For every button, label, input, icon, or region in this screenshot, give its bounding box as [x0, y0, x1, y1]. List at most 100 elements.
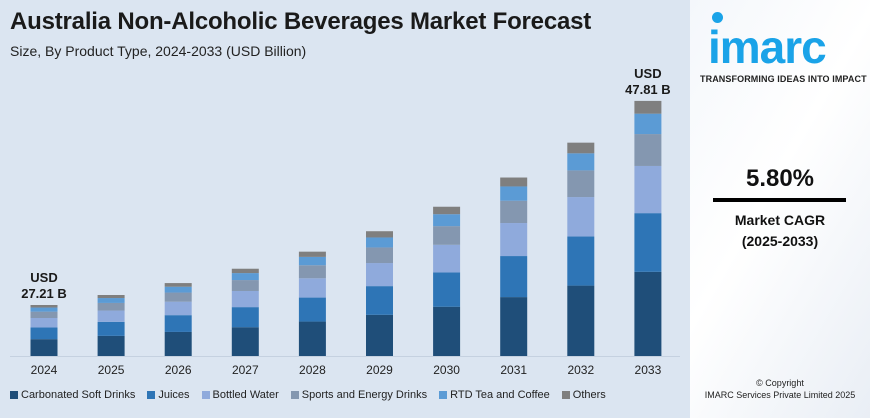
bar-segment-2033-carbonated-soft-drinks	[634, 271, 662, 356]
legend-label: Bottled Water	[212, 389, 279, 401]
cagr-label-text: Market CAGR	[734, 212, 826, 228]
bar-segment-2028-juices	[298, 297, 326, 322]
copyright-line1: © Copyright	[756, 378, 804, 388]
bar-segment-2033-juices	[634, 213, 662, 272]
bar-segment-2032-bottled-water	[567, 197, 595, 237]
x-tick-label: 2031	[500, 363, 527, 377]
bar-segment-2025-sports-and-energy-drinks	[97, 302, 125, 311]
bar-segment-2028-others	[298, 251, 326, 257]
bar-segment-2028-sports-and-energy-drinks	[298, 265, 326, 279]
bar-segment-2030-bottled-water	[433, 244, 461, 273]
bar-segment-2029-bottled-water	[366, 263, 393, 287]
legend-swatch	[10, 391, 18, 399]
bar-segment-2026-bottled-water	[164, 301, 192, 316]
bar-segment-2025-rtd-tea-and-coffee	[97, 298, 125, 303]
x-tick-label: 2032	[567, 363, 594, 377]
tagline: TRANSFORMING IDEAS INTO IMPACT	[700, 74, 867, 84]
bar-segment-2030-juices	[433, 272, 461, 307]
legend-label: Sports and Energy Drinks	[301, 389, 428, 401]
bar-segment-2024-bottled-water	[30, 318, 58, 328]
bar-segment-2031-bottled-water	[500, 223, 528, 257]
legend-item: Bottled Water	[201, 389, 279, 401]
bar-segment-2027-juices	[231, 307, 259, 328]
bar-segment-2024-rtd-tea-and-coffee	[30, 307, 58, 312]
bar-segment-2024-sports-and-energy-drinks	[30, 311, 58, 319]
bar-segment-2026-sports-and-energy-drinks	[164, 292, 192, 302]
logo-wordmark: imarc	[708, 21, 827, 73]
bar-segment-2027-sports-and-energy-drinks	[231, 280, 259, 291]
legend-item: Sports and Energy Drinks	[290, 389, 428, 401]
legend-item: Others	[561, 389, 606, 401]
x-tick-label: 2027	[232, 363, 259, 377]
bar-segment-2032-rtd-tea-and-coffee	[567, 153, 595, 171]
bar-segment-2033-others	[634, 100, 662, 114]
bar-segment-2028-carbonated-soft-drinks	[298, 321, 326, 356]
chart-area: Australia Non-Alcoholic Beverages Market…	[10, 8, 680, 401]
legend-label: Others	[572, 389, 606, 401]
bar-segment-2027-rtd-tea-and-coffee	[231, 273, 259, 281]
bar-segment-2033-bottled-water	[634, 165, 662, 214]
cagr-period: (2025-2033)	[741, 233, 819, 249]
bar-segment-2033-rtd-tea-and-coffee	[634, 113, 662, 135]
bar-segment-2029-carbonated-soft-drinks	[366, 314, 393, 356]
x-tick-label: 2033	[635, 363, 662, 377]
bar-segment-2025-bottled-water	[97, 310, 125, 322]
bar-segment-2029-juices	[366, 286, 393, 315]
x-tick-label: 2029	[366, 363, 393, 377]
bar-segment-2031-carbonated-soft-drinks	[500, 297, 528, 356]
bar-segment-2031-juices	[500, 256, 528, 298]
legend-label: RTD Tea and Coffee	[450, 389, 550, 401]
bar-segment-2032-carbonated-soft-drinks	[567, 285, 595, 356]
copyright-line2: IMARC Services Private Limited 2025	[704, 390, 856, 400]
chart-title: Australia Non-Alcoholic Beverages Market…	[10, 8, 592, 35]
bar-segment-2031-rtd-tea-and-coffee	[500, 186, 528, 201]
bar-segment-2030-rtd-tea-and-coffee	[433, 214, 461, 227]
bar-segment-2030-carbonated-soft-drinks	[433, 306, 461, 356]
chart-subtitle: Size, By Product Type, 2024-2033 (USD Bi…	[10, 43, 307, 59]
bar-segment-2031-sports-and-energy-drinks	[500, 200, 528, 224]
legend-item: RTD Tea and Coffee	[439, 389, 550, 401]
legend-item: Carbonated Soft Drinks	[10, 389, 135, 401]
bar-segment-2029-others	[366, 231, 393, 238]
bar-segment-2024-juices	[30, 327, 58, 340]
bar-segment-2033-sports-and-energy-drinks	[634, 134, 662, 166]
copyright: © Copyright IMARC Services Private Limit…	[690, 377, 870, 401]
legend-swatch	[561, 391, 570, 399]
legend-swatch	[290, 391, 299, 399]
bar-segment-2030-sports-and-energy-drinks	[433, 226, 461, 245]
bar-segment-2027-bottled-water	[231, 290, 259, 308]
legend: Carbonated Soft Drinks Juices Bottled Wate…	[10, 389, 680, 401]
side-panel: imarc TRANSFORMING IDEAS INTO IMPACT 5.8…	[690, 0, 870, 418]
bar-segment-2029-sports-and-energy-drinks	[366, 247, 393, 264]
bar-segment-2024-others	[30, 305, 58, 308]
legend-swatch	[201, 391, 210, 399]
bar-segment-2031-others	[500, 177, 528, 187]
bar-segment-2032-others	[567, 142, 595, 154]
bar-segment-2024-carbonated-soft-drinks	[30, 339, 58, 356]
bar-segment-2030-others	[433, 206, 461, 215]
x-tick-label: 2024	[31, 363, 58, 377]
bar-segment-2026-others	[164, 283, 192, 287]
value-annotation-unit: USD	[634, 66, 661, 81]
cagr-divider	[713, 198, 846, 202]
bar-segment-2027-others	[231, 268, 259, 274]
x-tick-label: 2030	[433, 363, 460, 377]
bar-segment-2025-carbonated-soft-drinks	[97, 335, 125, 356]
logo-dot-icon	[712, 12, 723, 23]
value-annotation-unit: USD	[30, 270, 57, 285]
bar-segment-2026-juices	[164, 315, 192, 332]
bar-segment-2025-juices	[97, 321, 125, 336]
bar-segment-2028-bottled-water	[298, 278, 326, 298]
bar-segment-2027-carbonated-soft-drinks	[231, 327, 259, 356]
x-tick-label: 2028	[299, 363, 326, 377]
value-annotation-total: 47.81 B	[625, 82, 671, 97]
bar-segment-2026-rtd-tea-and-coffee	[164, 286, 192, 293]
cagr-value: 5.80%	[745, 165, 815, 192]
bar-segment-2025-others	[97, 295, 125, 299]
cagr-label: Market CAGR (2025-2033)	[690, 210, 870, 252]
legend-item: Juices	[147, 389, 190, 401]
bar-segment-2032-juices	[567, 236, 595, 286]
bar-segment-2032-sports-and-energy-drinks	[567, 170, 595, 198]
value-annotation-total: 27.21 B	[21, 286, 67, 301]
